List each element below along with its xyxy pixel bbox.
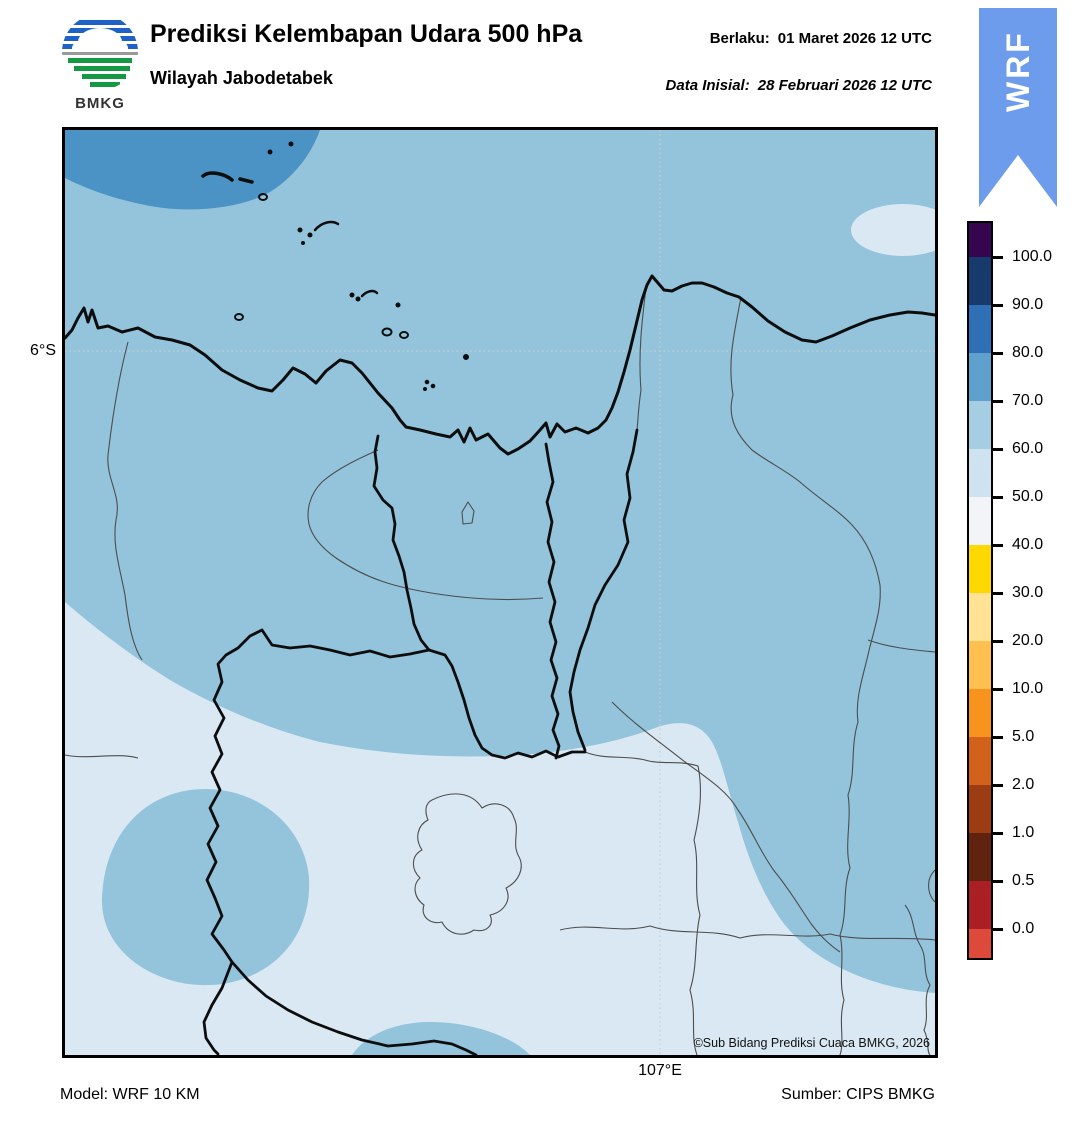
- colorbar-tick: [993, 688, 1003, 691]
- contour-mid-blob-southwest: [101, 788, 310, 986]
- footer-source-label: Sumber: CIPS BMKG: [781, 1086, 935, 1103]
- bmkg-logo-image: [62, 14, 138, 90]
- colorbar-segment: [969, 353, 991, 401]
- colorbar-tick: [993, 784, 1003, 787]
- islands-kepulauan-seribu: [201, 141, 469, 391]
- colorbar-segment: [969, 737, 991, 785]
- lat-tick-label: 6°S: [30, 342, 56, 359]
- valid-time-value: 01 Maret 2026 12 UTC: [777, 30, 932, 47]
- colorbar: [967, 221, 993, 960]
- colorbar-tick: [993, 832, 1003, 835]
- initial-data-value: 28 Februari 2026 12 UTC: [757, 77, 932, 94]
- colorbar-tick: [993, 496, 1003, 499]
- page-title: Prediksi Kelembapan Udara 500 hPa: [150, 20, 583, 48]
- colorbar-tick: [993, 352, 1003, 355]
- colorbar-tick: [993, 928, 1003, 931]
- colorbar-segment: [969, 641, 991, 689]
- colorbar-tick-label: 5.0: [1012, 728, 1035, 745]
- colorbar-tick-label: 40.0: [1012, 536, 1044, 553]
- colorbar-tick: [993, 736, 1003, 739]
- lon-tick-label: 107°E: [638, 1062, 682, 1079]
- colorbar-tick: [993, 304, 1003, 307]
- valid-time-line: Berlaku: 01 Maret 2026 12 UTC: [560, 30, 932, 47]
- colorbar-tick-label: 0.5: [1012, 872, 1035, 889]
- wrf-ribbon: WRF: [979, 8, 1057, 208]
- wrf-ribbon-shape: WRF: [979, 8, 1057, 207]
- contour-mid-blob-south: [352, 1022, 530, 1055]
- colorbar-segment: [969, 785, 991, 833]
- colorbar-segment: [969, 833, 991, 881]
- page-subtitle: Wilayah Jabodetabek: [150, 68, 333, 88]
- colorbar-segment: [969, 593, 991, 641]
- colorbar-tick-label: 20.0: [1012, 632, 1044, 649]
- colorbar-tick: [993, 400, 1003, 403]
- province-boundaries-thick: [202, 428, 639, 1057]
- colorbar-segment: [969, 223, 991, 257]
- colorbar-tick-label: 60.0: [1012, 440, 1044, 457]
- bmkg-logo-text: BMKG: [75, 95, 125, 112]
- colorbar-tick-label: 30.0: [1012, 584, 1044, 601]
- coastline-java: [63, 274, 937, 456]
- map-copyright: ©Sub Bidang Prediksi Cuaca BMKG, 2026: [693, 1036, 930, 1050]
- bmkg-logo: BMKG: [58, 12, 142, 112]
- colorbar-segment: [969, 929, 991, 958]
- colorbar-segment: [969, 545, 991, 593]
- colorbar-segment: [969, 401, 991, 449]
- colorbar-tick-label: 70.0: [1012, 392, 1044, 409]
- admin-boundaries-thin: [64, 287, 936, 1056]
- colorbar-segment: [969, 305, 991, 353]
- map-panel: [62, 127, 955, 1058]
- initial-data-line: Data Inisial: 28 Februari 2026 12 UTC: [500, 77, 932, 94]
- colorbar-segment: [969, 689, 991, 737]
- contour-low-ellipse: [851, 204, 955, 256]
- colorbar-tick: [993, 448, 1003, 451]
- colorbar-tick-label: 50.0: [1012, 488, 1044, 505]
- colorbar-tick-label: 90.0: [1012, 296, 1044, 313]
- footer-model-label: Model: WRF 10 KM: [60, 1086, 200, 1103]
- colorbar-tick-label: 100.0: [1012, 248, 1053, 265]
- colorbar-segment: [969, 257, 991, 305]
- colorbar-tick: [993, 544, 1003, 547]
- colorbar-segment: [969, 497, 991, 545]
- valid-time-label: Berlaku:: [709, 30, 770, 47]
- wrf-ribbon-text: WRF: [1000, 30, 1036, 112]
- colorbar-tick-label: 1.0: [1012, 824, 1035, 841]
- colorbar-segment: [969, 881, 991, 929]
- colorbar-tick-label: 2.0: [1012, 776, 1035, 793]
- contour-high-blob: [65, 130, 320, 210]
- initial-data-label: Data Inisial:: [665, 77, 750, 94]
- colorbar-tick: [993, 256, 1003, 259]
- colorbar-tick: [993, 880, 1003, 883]
- colorbar-tick-label: 0.0: [1012, 920, 1035, 937]
- colorbar-tick-label: 10.0: [1012, 680, 1044, 697]
- colorbar-segment: [969, 449, 991, 497]
- colorbar-tick-label: 80.0: [1012, 344, 1044, 361]
- colorbar-tick: [993, 592, 1003, 595]
- colorbar-tick: [993, 640, 1003, 643]
- map-canvas: [63, 130, 955, 1057]
